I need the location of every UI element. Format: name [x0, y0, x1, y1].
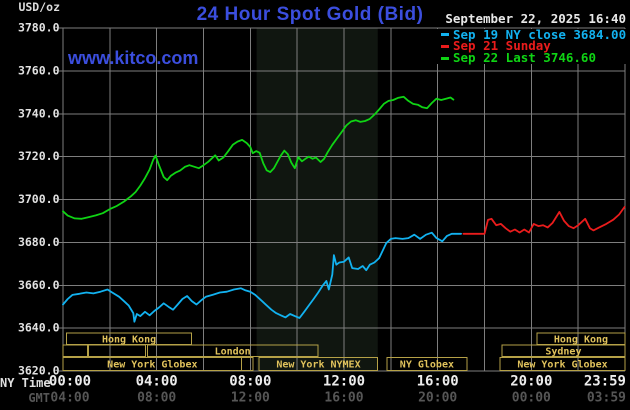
- legend-dash-red-icon: [441, 44, 449, 48]
- session-label: London: [215, 346, 251, 357]
- session-label: Hong Kong: [554, 334, 608, 345]
- session-label: New York NYMEX: [276, 360, 360, 371]
- session-box: [258, 357, 379, 371]
- x-tick-label-gmt: 00:00: [512, 391, 551, 406]
- session-box: [386, 357, 468, 371]
- ny-time-axis-label: NY Time: [0, 376, 51, 390]
- y-tick-label: 3680.0: [18, 235, 60, 249]
- y-tick-label: 3740.0: [18, 106, 60, 120]
- series-line: [62, 231, 463, 323]
- session-box: [501, 344, 626, 357]
- y-tick-label: 3640.0: [18, 321, 60, 335]
- session-box: [241, 357, 254, 371]
- legend-dash-green-icon: [441, 56, 449, 60]
- x-tick-label-ny: 20:00: [510, 374, 552, 390]
- session-box: [147, 344, 319, 357]
- gmt-axis-label: GMT: [28, 391, 50, 405]
- x-tick-label-gmt: 16:00: [324, 391, 363, 406]
- session-box: [88, 344, 147, 357]
- y-tick-label: 3720.0: [18, 149, 60, 163]
- session-label: New York Globex: [517, 360, 607, 371]
- session-label: Hong Kong: [102, 334, 156, 345]
- x-tick-label-ny: 16:00: [417, 374, 459, 390]
- legend-label: Sep 19 NY close 3684.00: [453, 26, 627, 42]
- legend-label: Sep 22 Last 3746.60: [453, 50, 596, 66]
- x-tick-label-ny: 23:59: [584, 374, 626, 390]
- session-box: [62, 344, 89, 357]
- x-tick-label-gmt: 12:00: [231, 391, 270, 406]
- x-tick-label-ny: 12:00: [323, 374, 365, 390]
- legend-label: Sep 21 Sunday: [453, 38, 551, 54]
- x-tick-label-ny: 08:00: [229, 374, 271, 390]
- kitco-watermark-link[interactable]: www.kitco.com: [68, 48, 199, 68]
- chart-datetime: September 22, 2025 16:40: [445, 11, 626, 26]
- y-tick-label: 3660.0: [18, 278, 60, 292]
- y-axis-unit-label: USD/oz: [18, 0, 60, 14]
- legend-item-sep19: Sep 19 NY close 3684.00: [441, 26, 627, 42]
- legend-background: [437, 29, 629, 64]
- legend-item-sep21: Sep 21 Sunday: [441, 40, 551, 52]
- y-tick-label: 3700.0: [18, 192, 60, 206]
- series-line: [462, 206, 626, 235]
- x-tick-label-gmt: 20:00: [418, 391, 457, 406]
- x-tick-label-ny: 04:00: [136, 374, 178, 390]
- x-tick-label-gmt: 03:59: [587, 391, 626, 406]
- legend-item-sep22: Sep 22 Last 3746.60: [441, 50, 596, 66]
- x-tick-label-gmt: 08:00: [137, 391, 176, 406]
- legend-dash-cyan-icon: [441, 33, 449, 36]
- y-tick-label: 3760.0: [18, 63, 60, 77]
- y-tick-label: 3780.0: [18, 21, 60, 35]
- chart-title: 24 Hour Spot Gold (Bid): [196, 4, 424, 25]
- series-line: [62, 95, 455, 220]
- session-label: NY Globex: [400, 360, 454, 371]
- y-tick-label: 3620.0: [18, 364, 60, 378]
- session-box: [499, 357, 626, 371]
- x-tick-label-gmt: 04:00: [50, 391, 89, 406]
- session-label: New York Globex: [107, 360, 197, 371]
- x-tick-label-ny: 00:00: [49, 374, 91, 390]
- session-label: Sydney: [545, 346, 581, 357]
